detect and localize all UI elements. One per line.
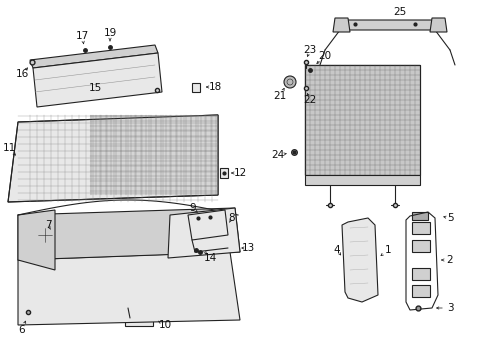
Bar xyxy=(411,222,429,234)
Text: 17: 17 xyxy=(75,31,88,41)
Text: 5: 5 xyxy=(446,213,452,223)
Text: 14: 14 xyxy=(203,253,216,263)
Circle shape xyxy=(284,76,295,88)
Text: 24: 24 xyxy=(271,150,284,160)
Polygon shape xyxy=(305,175,419,185)
Polygon shape xyxy=(168,208,240,258)
Polygon shape xyxy=(30,45,158,68)
Polygon shape xyxy=(18,252,240,325)
Polygon shape xyxy=(429,18,446,32)
Bar xyxy=(220,168,227,178)
Text: 20: 20 xyxy=(318,51,331,61)
Bar xyxy=(192,83,200,92)
Text: 11: 11 xyxy=(2,143,16,153)
Polygon shape xyxy=(341,218,377,302)
Text: 15: 15 xyxy=(88,83,102,93)
Polygon shape xyxy=(8,115,218,202)
Text: 23: 23 xyxy=(303,45,316,55)
Text: 10: 10 xyxy=(158,320,171,330)
Text: 7: 7 xyxy=(44,220,51,230)
Text: 19: 19 xyxy=(103,28,116,38)
Text: 3: 3 xyxy=(446,303,452,313)
Bar xyxy=(79,148,90,156)
Polygon shape xyxy=(18,210,55,270)
Text: 8: 8 xyxy=(228,213,235,223)
Bar xyxy=(45,148,56,156)
Text: 9: 9 xyxy=(189,203,196,213)
Bar xyxy=(125,308,153,326)
Bar xyxy=(411,212,427,220)
Text: 16: 16 xyxy=(15,69,29,79)
Text: 21: 21 xyxy=(273,91,286,101)
Text: 6: 6 xyxy=(19,325,25,335)
Bar xyxy=(411,240,429,252)
Text: 22: 22 xyxy=(303,95,316,105)
Text: 2: 2 xyxy=(446,255,452,265)
Bar xyxy=(62,148,73,156)
Polygon shape xyxy=(18,208,240,260)
Polygon shape xyxy=(33,53,162,107)
Bar xyxy=(28,148,39,156)
Bar xyxy=(305,65,419,175)
Polygon shape xyxy=(334,20,439,30)
Polygon shape xyxy=(332,18,349,32)
Text: 18: 18 xyxy=(208,82,221,92)
Text: 4: 4 xyxy=(333,245,340,255)
Bar xyxy=(411,268,429,280)
Bar xyxy=(305,65,419,175)
Bar xyxy=(411,285,429,297)
Text: 25: 25 xyxy=(392,7,406,17)
Polygon shape xyxy=(90,115,218,195)
Text: 12: 12 xyxy=(233,168,246,178)
Text: 13: 13 xyxy=(241,243,254,253)
Text: 1: 1 xyxy=(384,245,390,255)
